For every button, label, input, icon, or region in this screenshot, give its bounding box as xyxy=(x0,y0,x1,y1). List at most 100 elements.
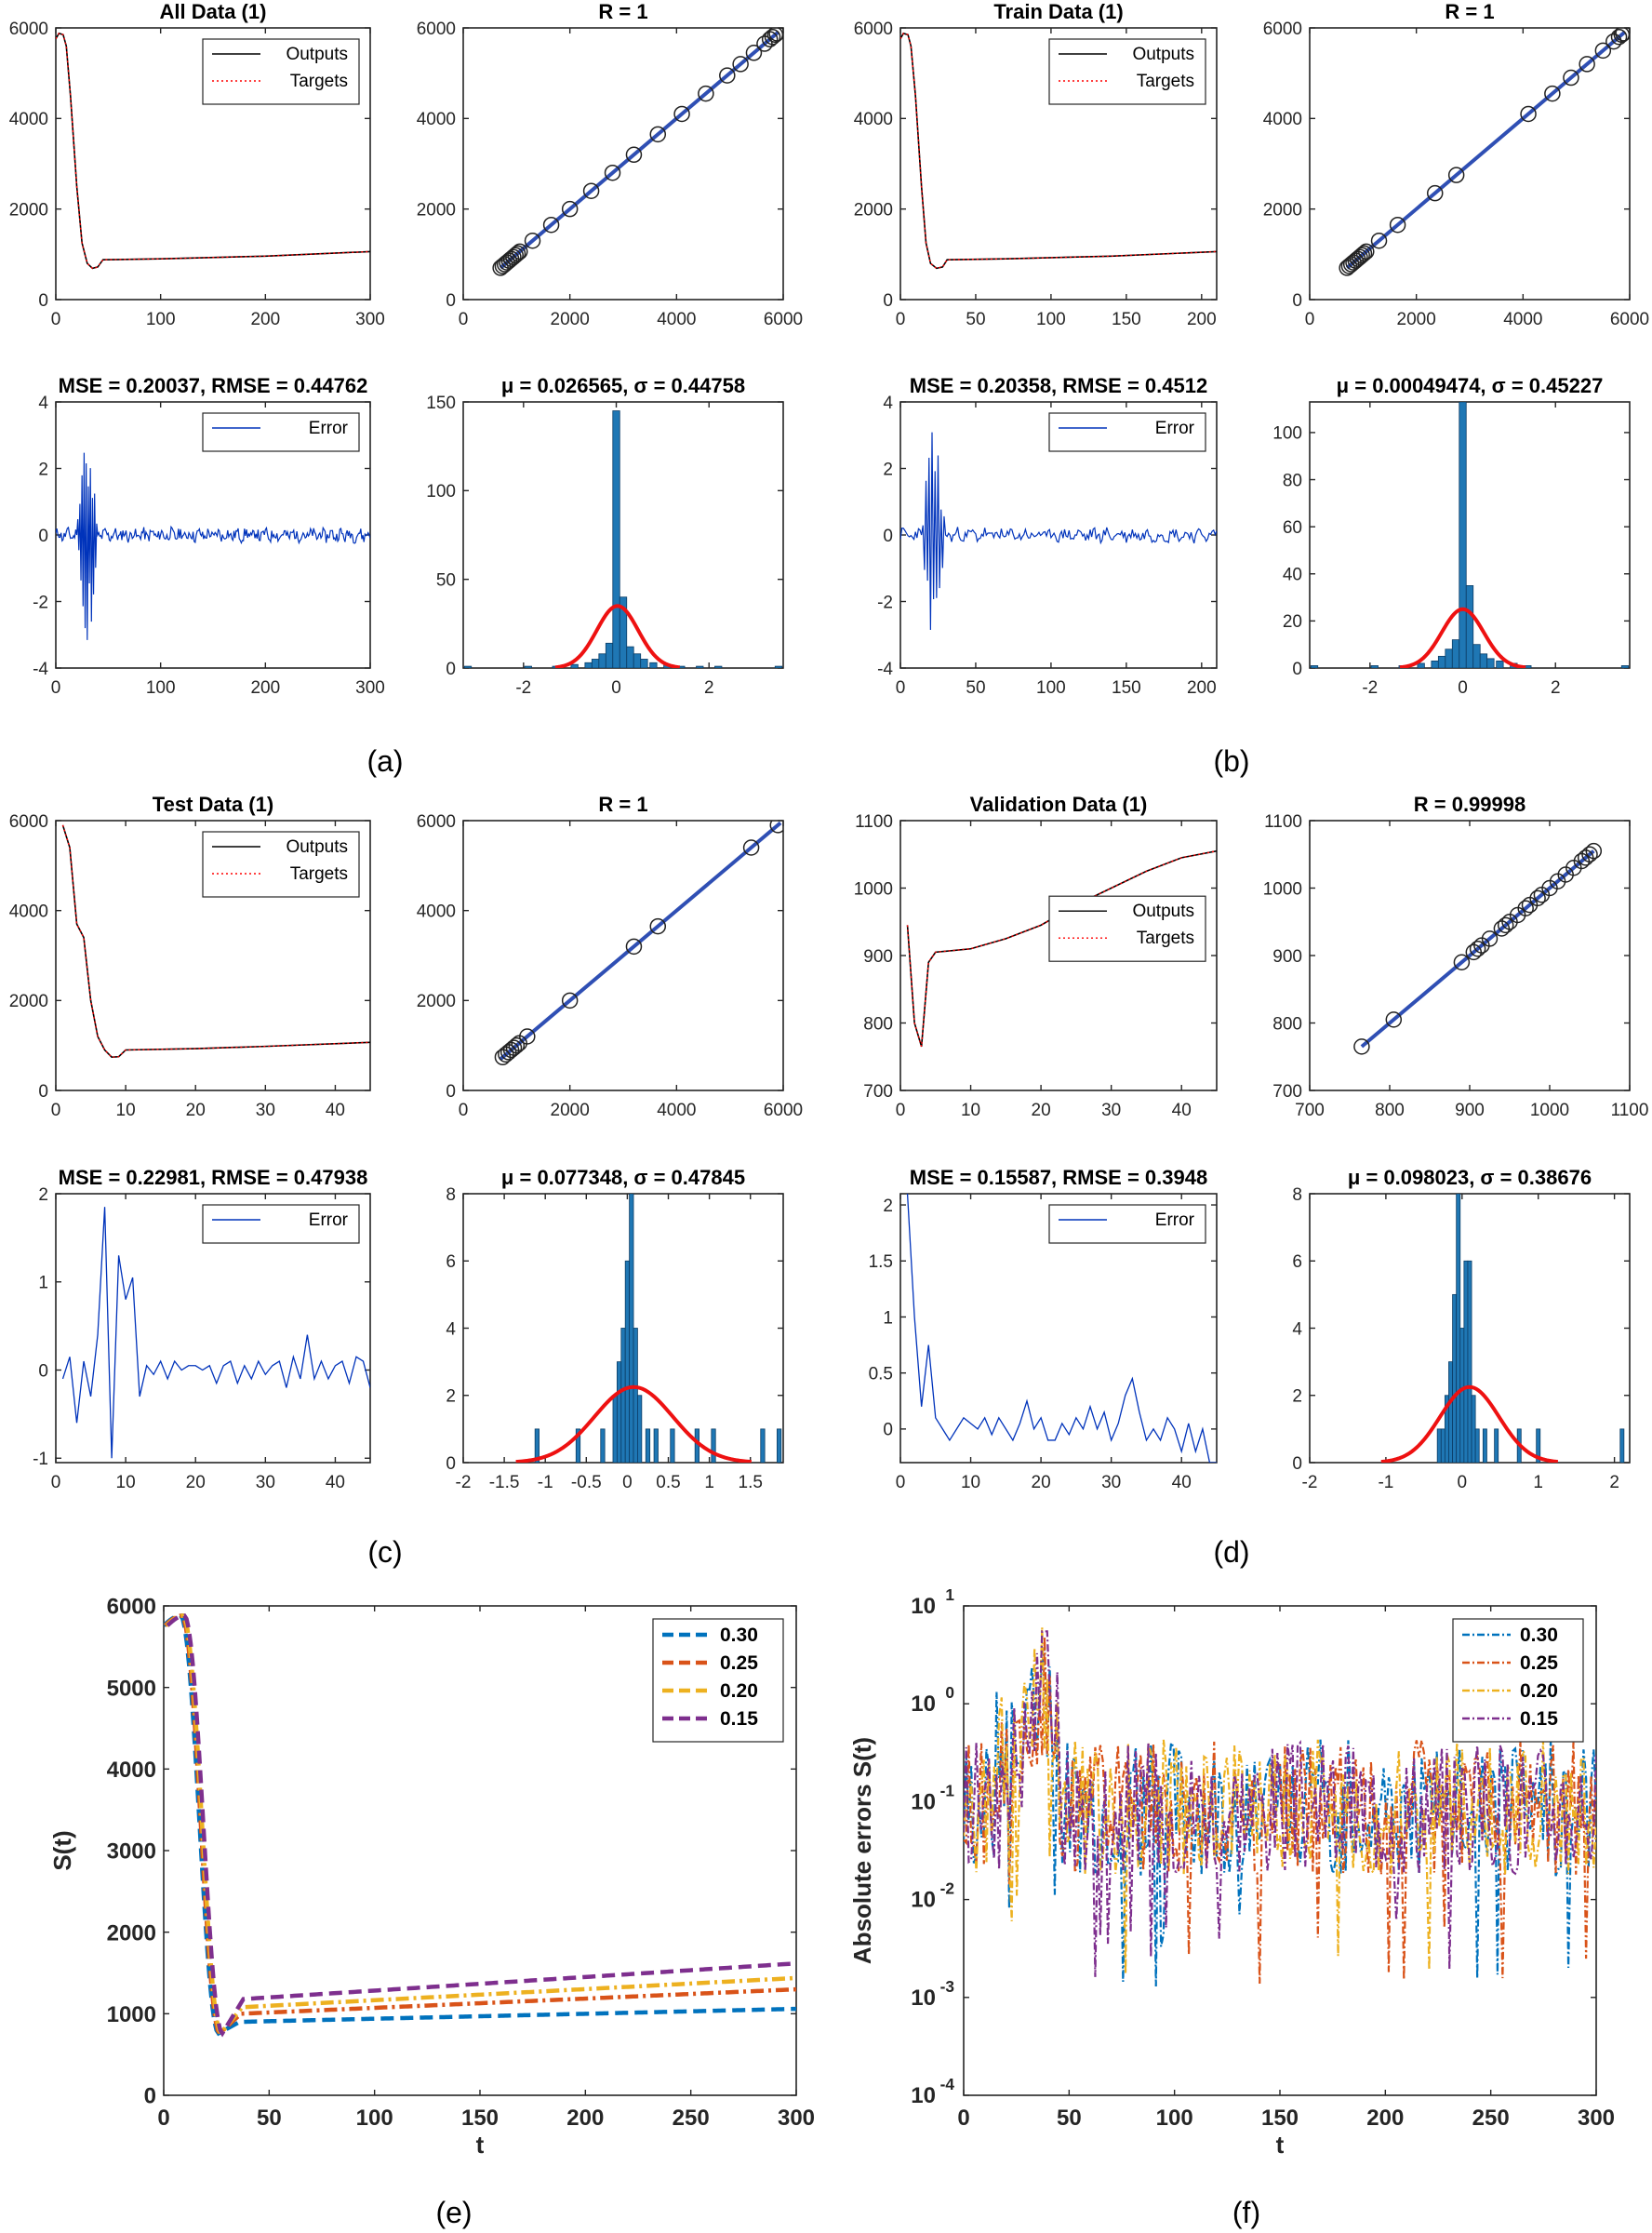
chart-d-err: 0 10 20 30 40 0 0.5 1 1.5 2 MSE = 0.15587, RMSE = … xyxy=(869,1166,1218,1492)
x-tick-label: 0 xyxy=(896,678,906,698)
chart-title: MSE = 0.15587, RMSE = 0.3948 xyxy=(910,1166,1207,1189)
data-point xyxy=(1453,954,1471,970)
y-tick-label: 2 xyxy=(883,460,893,479)
histogram-bar xyxy=(670,1428,675,1463)
plot-area xyxy=(900,32,1217,270)
histogram-bar xyxy=(534,1428,540,1463)
x-tick-label: 150 xyxy=(461,2106,499,2131)
histogram-bar xyxy=(584,662,593,668)
legend-label: 0.15 xyxy=(1520,1708,1558,1730)
histogram-bar xyxy=(1472,644,1481,668)
normal-fit-curve xyxy=(1399,607,1526,668)
y-tick-label: 0.5 xyxy=(869,1365,893,1384)
x-tick-label: 50 xyxy=(966,678,985,698)
histogram-bar xyxy=(1437,655,1446,668)
y-tick-label: 6 xyxy=(446,1252,456,1272)
y-tick-label: 150 xyxy=(426,394,456,413)
x-tick-label: 20 xyxy=(1032,1101,1051,1120)
x-tick-label: 10 xyxy=(961,1473,980,1492)
x-tick-label: 200 xyxy=(1187,678,1217,698)
y-tick-label: -1 xyxy=(33,1450,48,1469)
histogram-bar xyxy=(1452,1293,1458,1463)
y-tick-label: 4 xyxy=(1292,1319,1302,1339)
x-tick-label: 0 xyxy=(611,678,621,698)
series-error xyxy=(56,452,370,640)
legend-label: 0.30 xyxy=(720,1625,758,1646)
legend-label: Error xyxy=(1155,419,1195,438)
chart-title: R = 1 xyxy=(598,793,647,816)
series-targets xyxy=(61,824,370,1058)
data-point xyxy=(1389,216,1406,234)
x-tick-label: -2 xyxy=(515,678,531,698)
y-tick-label: 2 xyxy=(1292,1387,1302,1407)
histogram-bar xyxy=(619,596,628,668)
histogram-bar xyxy=(524,665,532,668)
y-tick-label: 6000 xyxy=(9,20,48,39)
plot-area xyxy=(1310,402,1630,668)
x-tick-label: 40 xyxy=(1172,1473,1192,1492)
data-point xyxy=(505,248,522,266)
data-point xyxy=(582,182,600,199)
legend-box xyxy=(1048,895,1206,962)
plot-area xyxy=(492,28,783,276)
y-tick-label: 0 xyxy=(883,527,893,546)
x-tick-label: -2 xyxy=(1362,678,1378,698)
y-tick-label: 0 xyxy=(883,1421,893,1440)
y-tick-label: 900 xyxy=(863,947,893,967)
y-tick-label: 2000 xyxy=(1263,201,1302,221)
data-point xyxy=(1520,105,1537,123)
histogram-bar xyxy=(598,653,606,668)
data-point xyxy=(768,28,783,42)
data-point xyxy=(561,200,579,218)
x-tick-label: 50 xyxy=(966,310,985,329)
chart-c-fit: 0 10 20 30 40 0 2000 4000 6000 Test Data (1) Outpu… xyxy=(9,793,371,1120)
chart-a-reg: 0 2000 4000 6000 0 2000 4000 6000 R = 1 xyxy=(417,0,803,329)
x-tick-label: 40 xyxy=(1172,1101,1192,1120)
data-point xyxy=(1353,1038,1370,1055)
legend-box xyxy=(652,1618,784,1743)
chart-title: Test Data (1) xyxy=(153,793,273,816)
chart-title: μ = 0.00049474, σ = 0.45227 xyxy=(1337,374,1604,397)
histogram-bar xyxy=(1479,653,1488,668)
x-tick-label: 30 xyxy=(1101,1101,1121,1120)
y-tick-label: 80 xyxy=(1283,471,1302,490)
y-tick-label: 0 xyxy=(144,2084,156,2109)
data-point xyxy=(1385,1011,1403,1028)
y-tick-label: 0 xyxy=(446,291,456,311)
histogram-bar xyxy=(626,646,634,668)
histogram-bar xyxy=(696,665,704,668)
x-tick-label: 150 xyxy=(1112,678,1141,698)
plot-area xyxy=(56,32,370,270)
y-tick-label: 4000 xyxy=(9,903,48,922)
y-tick-label: 1100 xyxy=(855,812,893,832)
y-tick-label: 0 xyxy=(1292,1454,1302,1474)
data-point xyxy=(561,992,579,1010)
y-tick-label: 8 xyxy=(1292,1185,1302,1205)
y-tick-label: 0 xyxy=(446,1454,456,1474)
plot-area xyxy=(463,410,783,668)
y-tick-label: 4 xyxy=(38,394,48,413)
histogram-bar xyxy=(570,663,579,668)
histogram-bar xyxy=(640,659,648,668)
y-tick-label: 4000 xyxy=(1263,110,1302,129)
x-tick-label: 2 xyxy=(1551,678,1561,698)
x-tick-label: 250 xyxy=(673,2106,710,2131)
x-tick-label: 700 xyxy=(1295,1101,1325,1120)
x-tick-label: 150 xyxy=(1261,2106,1299,2131)
panel-label-c: (c) xyxy=(367,1535,402,1569)
legend-label: Targets xyxy=(290,72,348,91)
data-point xyxy=(508,1036,526,1054)
y-tick-label-exponent: -2 xyxy=(940,1879,954,1898)
y-tick-label: 0 xyxy=(38,1361,48,1381)
x-tick-label: 20 xyxy=(186,1473,206,1492)
x-tick-label: 2000 xyxy=(1397,310,1436,329)
x-tick-label: 1.5 xyxy=(739,1473,763,1492)
x-tick-label: 100 xyxy=(146,310,176,329)
x-tick-label: 0 xyxy=(51,678,61,698)
histogram-bar xyxy=(645,1428,651,1463)
data-point xyxy=(1481,930,1499,947)
x-tick-label: -0.5 xyxy=(571,1473,602,1492)
series-0.20 xyxy=(964,1626,1596,1974)
